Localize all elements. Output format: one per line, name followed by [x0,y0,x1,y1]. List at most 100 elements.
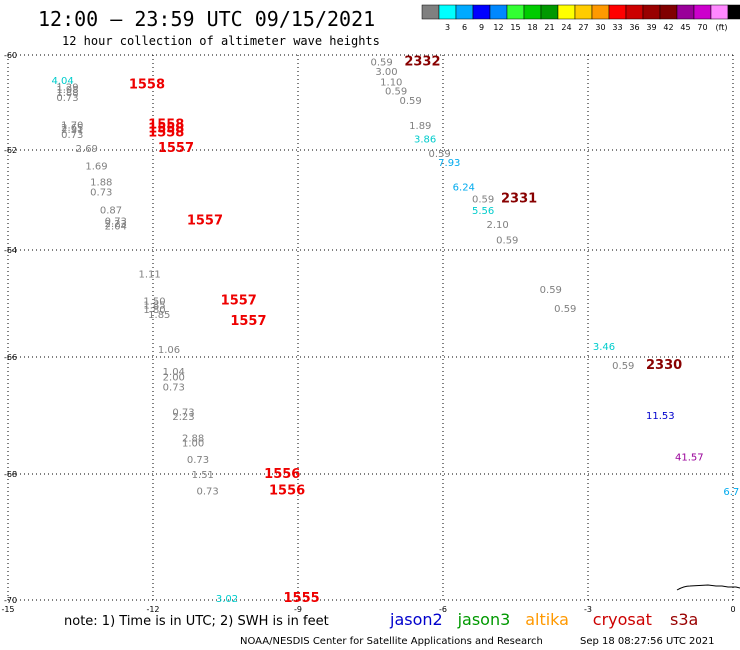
pass-time-label: 2330 [646,358,682,373]
color-swatch [489,4,508,20]
color-swatch [591,4,610,20]
satellite-legend: jason2 jason3 altika cryosat s3a [389,610,698,629]
swh-value-label: 0.73 [56,93,78,104]
swh-value-label: 0.59 [385,87,407,98]
axis-tick-labels: -15 -12 -9 -6 -3 0 -60 -62 -64 -66 -68 -70 [1,51,735,614]
color-swatch [472,4,491,20]
swh-value-label: 3.46 [593,342,615,353]
x-tick-label: 0 [730,605,735,614]
color-swatch [608,4,627,20]
pass-time-label: 1557 [158,141,194,156]
map-subtitle: 12 hour collection of altimeter wave hei… [62,34,380,48]
satellite-name: s3a [670,610,698,629]
x-tick-label: -6 [439,605,447,614]
color-scale-label: 42 [663,23,673,32]
swh-value-label: 11.53 [646,411,675,422]
swh-value-label: 1.70 [61,120,83,131]
swh-value-label: 2.23 [105,219,127,230]
swh-value-label: 1.69 [85,162,107,173]
swh-value-label: 0.73 [163,382,185,393]
color-scale-label: 27 [578,23,588,32]
color-scale-label: 45 [680,23,690,32]
swh-value-label: 2.04 [105,222,127,233]
swh-value-label: 3.00 [375,67,397,78]
color-scale-legend: 3 6 9 12 15 18 21 24 27 30 33 36 39 42 45 70 (ft) [421,4,740,32]
satellite-name: cryosat [593,610,652,629]
swh-value-label: 0.59 [496,236,518,247]
color-swatch [540,4,559,20]
x-tick-label: -15 [1,605,14,614]
y-tick-label: -62 [4,146,17,155]
swh-value-label: 0.73 [61,130,83,141]
color-swatch [523,4,542,20]
x-tick-label: -9 [294,605,302,614]
swh-value-label: 1.10 [380,78,402,89]
pass-time-label: 2332 [404,55,440,70]
swh-value-label: 0.59 [540,285,562,296]
color-scale-label: 6 [462,23,467,32]
swh-value-label: 1.51 [192,470,214,481]
swh-value-label: 1.89 [409,121,431,132]
swh-value-label: 1.00 [182,438,204,449]
y-tick-label: -66 [4,353,17,362]
pass-time-label: 1557 [230,314,266,329]
color-swatch [642,4,661,20]
color-scale-label: 70 [697,23,707,32]
swh-value-label: 1.88 [56,88,78,99]
pass-time-label: 1557 [221,293,257,308]
map-title: 12:00 – 23:59 UTC 09/15/2021 [38,7,375,31]
y-tick-label: -70 [4,596,17,605]
color-scale-label: 15 [510,23,520,32]
swh-value-label: 5.56 [472,206,494,217]
color-swatch [574,4,593,20]
color-swatch [625,4,644,20]
lat-lon-grid [7,54,734,601]
y-tick-label: -64 [4,246,17,255]
color-swatch [727,4,740,20]
swh-value-label: 0.73 [90,188,112,199]
y-tick-label: -60 [4,51,17,60]
swh-value-label: 3.02 [216,594,238,605]
footer-note: note: 1) Time is in UTC; 2) SWH is in fe… [64,614,329,629]
color-swatch [693,4,712,20]
coastline [676,584,740,591]
color-swatch [506,4,525,20]
swh-value-label: 1.80 [143,305,165,316]
pass-time-label: 2331 [501,192,537,207]
credit-line: NOAA/NESDIS Center for Satellite Applica… [240,636,543,647]
pass-time-label: 1555 [284,591,320,606]
pass-time-label: 1556 [264,467,300,482]
pass-time-label: 1558 [129,77,165,92]
swh-value-label: 0.59 [400,96,422,107]
color-scale-label: 39 [646,23,656,32]
swh-value-label: 2.31 [61,125,83,136]
pass-time-label: 1558 [148,117,184,132]
color-swatch [438,4,457,20]
pass-time-label: 1558 [148,125,184,140]
swh-value-label: 2.88 [182,434,204,445]
swh-value-label: 4.04 [52,76,74,87]
swh-value-label: 6.24 [453,183,475,194]
color-scale-label: 30 [595,23,605,32]
satellite-name: jason3 [457,610,511,629]
swh-value-label: 0.59 [371,58,393,69]
x-tick-label: -3 [584,605,592,614]
color-scale-label: 33 [612,23,622,32]
pass-time-label: 1557 [187,214,223,229]
swh-value-label: 0.73 [187,455,209,466]
color-swatch [659,4,678,20]
swh-value-label: 2.23 [172,412,194,423]
satellite-name: jason2 [389,610,443,629]
swh-value-label: 1.50 [143,296,165,307]
swh-value-label: 0.87 [100,206,122,217]
swh-value-label: 2.10 [487,220,509,231]
x-tick-label: -12 [146,605,159,614]
swh-value-label: 41.57 [675,452,704,463]
color-scale-label: 21 [544,23,554,32]
swh-value-label: 0.59 [612,361,634,372]
swh-value-label: 0.59 [554,304,576,315]
pass-time-label: 1556 [269,483,305,498]
color-swatch [676,4,695,20]
swh-value-label: 7.93 [438,158,460,169]
y-tick-label: -68 [4,470,17,479]
